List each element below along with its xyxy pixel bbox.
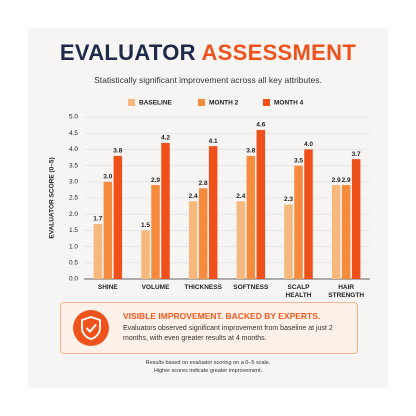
value-label: 2.8 [199,180,208,187]
legend-swatch [128,99,135,106]
callout: VISIBLE IMPROVEMENT. BACKED BY EXPERTS. … [60,302,358,354]
x-tick-label: SCALP HEALTH [285,284,312,299]
legend-swatch [198,99,205,106]
bar [208,146,218,279]
value-label: 1.7 [93,216,102,223]
legend-label: MONTH 2 [209,100,239,107]
bar [161,142,170,279]
bar [304,149,313,279]
y-tick-label: 2.5 [69,195,78,202]
y-tick-label: 4.0 [69,146,78,153]
bar [151,185,160,279]
value-label: 2.3 [284,196,293,203]
title-dark: EVALUATOR [59,40,196,65]
bar [188,201,198,279]
y-tick-label: 5.0 [69,114,78,121]
y-axis-label: EVALUATOR SCORE (0–5) [49,157,56,238]
bar [93,223,103,279]
title: EVALUATOR ASSESSMENT [0,40,416,66]
value-label: 3.8 [113,148,122,155]
callout-heading: VISIBLE IMPROVEMENT. BACKED BY EXPERTS. [123,311,321,321]
value-label: 2.9 [342,177,351,184]
value-label: 3.0 [103,174,112,181]
bar [113,155,123,279]
y-tick-label: 1.5 [69,227,78,234]
value-label: 2.4 [236,193,245,200]
y-tick-label: 1.0 [69,243,78,250]
footnote: Results based on evaluator scoring on a … [145,360,271,366]
y-tick-label: 0.5 [69,260,78,267]
value-label: 2.9 [151,177,160,184]
subtitle: Statistically significant improvement ac… [94,75,322,85]
bar [284,204,293,279]
bar [246,155,256,279]
legend-label: BASELINE [139,100,173,107]
y-tick-label: 2.0 [69,211,78,218]
bar [103,181,113,279]
value-label: 3.5 [294,157,303,164]
bar [341,185,351,279]
title-accent: ASSESSMENT [201,40,357,65]
y-tick-label: 0.0 [69,276,78,283]
chart: BASELINE MONTH 2 MONTH 4 EVALUATOR SCORE (0… [49,99,370,283]
bar [198,188,208,279]
value-label: 3.7 [352,151,361,158]
value-label: 4.1 [209,138,218,145]
y-tick-label: 4.5 [69,130,78,137]
y-tick-label: 3.5 [69,162,78,169]
x-tick-label: SOFTNESS [233,284,269,291]
callout-body: Evaluators observed significant improvem… [123,325,333,342]
x-tick-label: SHINE [97,284,118,291]
x-tick-label: THICKNESS [184,284,222,291]
legend-label: MONTH 4 [274,100,304,107]
value-label: 2.9 [332,177,341,184]
value-label: 1.5 [141,222,150,229]
footnote: Higher scores indicate greater improveme… [153,368,263,374]
shield-icon [73,310,109,346]
bar [141,230,150,279]
value-label: 4.6 [256,122,265,129]
value-label: 4.2 [161,135,170,142]
y-tick-label: 3.0 [69,179,78,186]
legend-swatch [263,99,270,106]
bar [351,159,361,279]
value-label: 4.0 [304,141,313,148]
bar [256,129,266,279]
x-tick-label: VOLUME [141,284,170,291]
bar [236,201,246,279]
bar [331,185,341,279]
value-label: 3.8 [246,148,255,155]
bar [294,165,303,279]
x-tick-label: HAIR STRENGTH [328,284,365,299]
value-label: 2.4 [189,193,198,200]
